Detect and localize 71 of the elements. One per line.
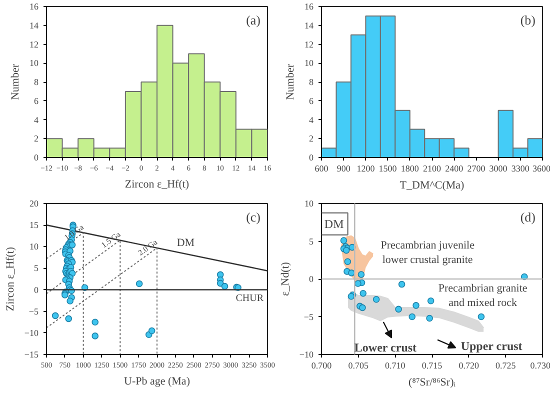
y-tick-label: 0 xyxy=(309,274,314,284)
y-tick-label: 6 xyxy=(34,96,39,106)
y-tick-label: 10 xyxy=(304,198,314,208)
x-tick-label: 0.720 xyxy=(458,360,480,370)
x-tick-label: 1800 xyxy=(400,164,420,174)
text: 1.5 Ga xyxy=(100,230,123,250)
x-tick-label: 3600 xyxy=(532,164,550,174)
y-tick-label: 15 xyxy=(30,220,39,230)
annotation: Precambrian granite and mixed rock xyxy=(438,282,528,309)
annotation: Lower crust xyxy=(354,340,417,355)
y-tick-label: 8 xyxy=(34,77,39,87)
y-tick-label: 2 xyxy=(34,134,38,144)
x-tick-label: 0.705 xyxy=(348,360,369,370)
x-tick-label: 0.715 xyxy=(422,360,443,370)
x-tick-label: 3300 xyxy=(511,164,530,174)
y-tick-label: −10 xyxy=(299,350,314,360)
x-tick-label: 0.710 xyxy=(385,360,406,370)
x-axis-title: U-Pb age (Ma) xyxy=(124,376,190,388)
y-axis-title: Number xyxy=(284,64,296,100)
text: 1.0 Ga xyxy=(62,222,86,242)
y-tick-label: 5 xyxy=(309,236,314,246)
y-tick-label: 12 xyxy=(30,39,38,50)
annotation: Upper crust xyxy=(460,339,522,354)
text: 2.0 Ga xyxy=(136,237,160,258)
series-label: DM xyxy=(176,236,195,249)
y-tick-label: 16 xyxy=(304,2,314,12)
y-tick-label: 16 xyxy=(30,2,39,12)
y-tick-label: −5 xyxy=(304,312,314,322)
x-tick-label: 1500 xyxy=(378,164,398,174)
y-tick-label: 0 xyxy=(34,152,39,162)
y-axis-title: ε_Nd(t) xyxy=(279,262,292,296)
y-tick-label: 10 xyxy=(30,242,39,252)
annotation: (a) xyxy=(246,12,261,28)
x-tick-label: 2100 xyxy=(423,164,442,174)
annotation: (c) xyxy=(246,210,261,224)
y-tick-label: 4 xyxy=(309,114,314,125)
y-tick-label: 14 xyxy=(30,20,39,30)
y-tick-label: −15 xyxy=(24,350,39,360)
y-tick-label: 0 xyxy=(309,152,314,162)
x-tick-label: 0.730 xyxy=(530,360,550,370)
y-tick-label: 4 xyxy=(34,114,39,125)
x-tick-label: 2700 xyxy=(467,164,486,174)
x-tick-label: 600 xyxy=(314,164,329,174)
annotation: (d) xyxy=(520,210,536,224)
x-tick-label: 900 xyxy=(336,164,351,174)
x-tick-label: 0.725 xyxy=(496,360,516,370)
y-tick-label: 10 xyxy=(30,58,39,68)
y-tick-label: 10 xyxy=(304,58,314,68)
x-tick-label: 0.700 xyxy=(311,360,332,370)
annotation: (b) xyxy=(520,12,536,28)
x-axis-title: (⁸⁷Sr/⁸⁶Sr)ᵢ xyxy=(408,376,456,388)
ref-line-label: CHUR xyxy=(236,292,264,304)
annotation: DM xyxy=(324,216,344,231)
x-axis-title: Zircon ε_Hf(t) xyxy=(124,178,190,190)
y-axis-title: Zircon ε_Hf(t) xyxy=(4,246,16,312)
y-tick-label: 14 xyxy=(304,20,314,30)
y-tick-label: 6 xyxy=(309,96,314,106)
y-tick-label: −10 xyxy=(24,328,39,338)
y-tick-label: 12 xyxy=(304,39,314,50)
x-tick-label: 1200 xyxy=(356,164,376,174)
x-tick-label: 2400 xyxy=(445,164,464,174)
x-tick-label: 3000 xyxy=(489,164,508,174)
y-tick-label: 8 xyxy=(309,77,314,87)
y-axis-title: Number xyxy=(10,64,22,100)
annotation: Precambrian juvenile lower crustal granite xyxy=(380,239,475,266)
y-tick-label: 0 xyxy=(34,284,39,295)
y-tick-label: 2 xyxy=(309,134,314,144)
y-tick-label: 5 xyxy=(34,263,39,274)
x-axis-title: T_DM^C(Ma) xyxy=(400,180,465,192)
y-tick-label: 20 xyxy=(30,198,39,208)
y-tick-label: −5 xyxy=(28,306,39,316)
